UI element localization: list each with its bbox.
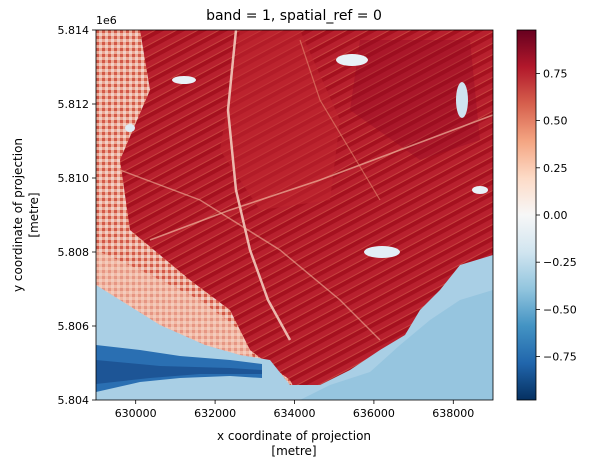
x-axis-label-line2: [metre] (271, 444, 316, 458)
y-axis-label-line1: y coordinate of projection (11, 138, 25, 292)
x-tick-label: 634000 (274, 407, 316, 420)
region-field-dark (350, 40, 480, 160)
colorbar-tick-label: −0.75 (543, 351, 577, 364)
canal-line (226, 30, 292, 341)
colorbar-tick-label: 0.25 (543, 162, 568, 175)
region-lake (172, 76, 196, 84)
colorbar-tick-label: −0.25 (543, 256, 577, 269)
region-lake (456, 82, 468, 118)
region-river-dark (96, 360, 262, 384)
y-tick-label: 5.806 (58, 320, 90, 333)
colorbar-tick-label: 0.00 (543, 209, 568, 222)
y-axis: 5.804 5.806 5.808 5.810 5.812 5.814 (58, 24, 96, 407)
region-field-bright (220, 30, 340, 210)
region-lake (125, 124, 135, 132)
y-tick-label: 5.808 (58, 246, 90, 259)
y-axis-label-line2: [metre] (27, 192, 41, 237)
y-tick-label: 5.804 (58, 394, 90, 407)
colorbar-tick-label: −0.50 (543, 303, 577, 316)
x-tick-label: 630000 (115, 407, 157, 420)
y-tick-label: 5.810 (58, 172, 90, 185)
colorbar-tick-label: 0.50 (543, 115, 568, 128)
chart-title: band = 1, spatial_ref = 0 (206, 8, 382, 24)
colorbar (516, 29, 537, 401)
x-tick-label: 632000 (194, 407, 236, 420)
y-offset-label: 1e6 (96, 14, 117, 27)
x-tick-label: 638000 (432, 407, 474, 420)
x-axis-label-line1: x coordinate of projection (217, 429, 371, 443)
canal-line (149, 114, 493, 241)
region-lake (336, 54, 368, 66)
colorbar-tick-label: 0.75 (543, 67, 568, 80)
y-tick-label: 5.814 (58, 24, 90, 37)
region-lake (472, 186, 488, 194)
canal-line (299, 39, 381, 201)
colorbar-axis: −0.75 −0.50 −0.25 0.00 0.25 0.50 0.75 (536, 67, 577, 364)
y-tick-label: 5.812 (58, 98, 90, 111)
region-water-deep (300, 290, 493, 400)
region-lake (364, 246, 400, 258)
heatmap-image (96, 30, 493, 400)
x-axis: 630000 632000 634000 636000 638000 (115, 400, 474, 420)
x-tick-label: 636000 (353, 407, 395, 420)
canal-line (119, 169, 381, 341)
